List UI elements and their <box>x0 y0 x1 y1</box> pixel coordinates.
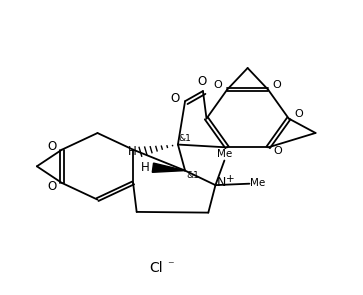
Text: O: O <box>47 180 57 193</box>
Polygon shape <box>152 163 185 172</box>
Text: O: O <box>273 80 281 89</box>
Text: Me: Me <box>217 149 232 159</box>
Text: O: O <box>197 75 207 88</box>
Text: N: N <box>217 176 227 189</box>
Text: ⁻: ⁻ <box>167 260 174 273</box>
Text: &1: &1 <box>187 171 199 180</box>
Text: Me: Me <box>250 178 265 188</box>
Text: Cl: Cl <box>150 260 163 275</box>
Text: H: H <box>128 145 137 158</box>
Text: O: O <box>47 140 57 153</box>
Text: &1: &1 <box>178 134 191 143</box>
Text: O: O <box>214 80 223 89</box>
Text: H: H <box>141 160 150 174</box>
Text: O: O <box>274 146 282 156</box>
Text: O: O <box>294 109 303 119</box>
Text: O: O <box>171 92 180 105</box>
Text: +: + <box>226 174 235 184</box>
